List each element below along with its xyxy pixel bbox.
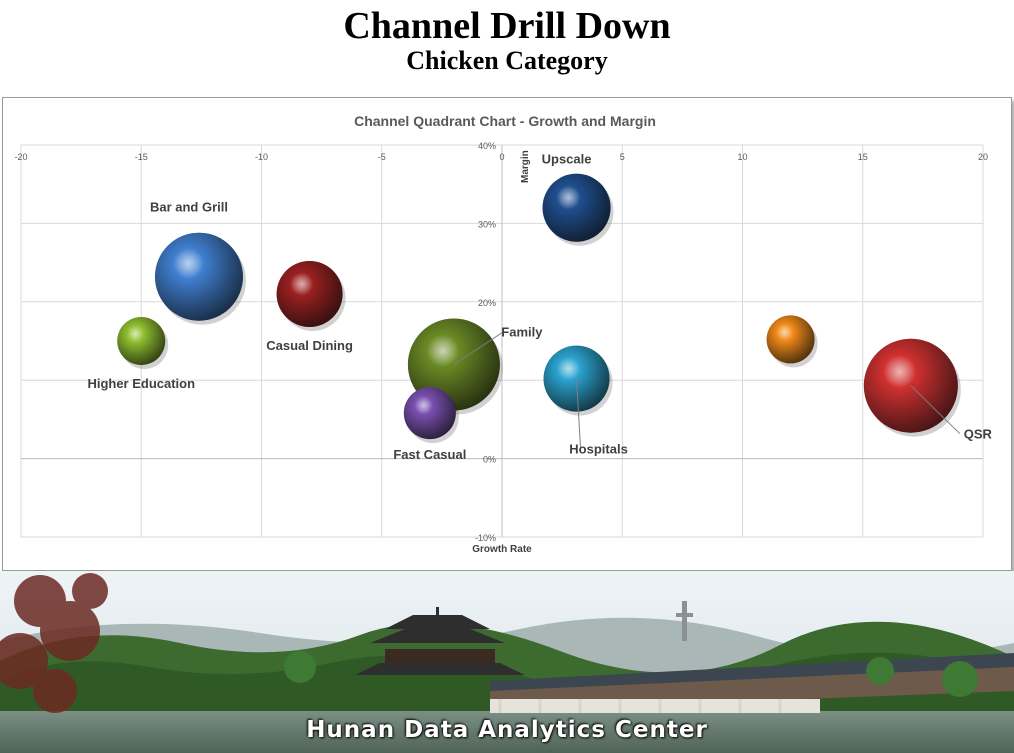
bubble-labels: Bar and Grill Casual Dining Higher Educati… <box>87 152 992 462</box>
x-axis-ticks: -20 -15 -10 -5 0 5 10 15 20 <box>14 152 988 162</box>
bubble-label: QSR <box>964 427 993 442</box>
x-tick-label: -10 <box>255 152 268 162</box>
y-tick-label: -10% <box>475 533 496 543</box>
x-tick-label: 15 <box>858 152 868 162</box>
x-tick-label: 0 <box>499 152 504 162</box>
bubble-fast-casual[interactable] <box>403 387 456 440</box>
chart-grid <box>20 144 984 538</box>
bubble-bar-and-grill[interactable] <box>154 232 243 321</box>
y-tick-label: 20% <box>478 298 496 308</box>
y-tick-label: 40% <box>478 141 496 151</box>
y-tick-label: 0% <box>483 455 496 465</box>
x-tick-label: 20 <box>978 152 988 162</box>
bubble-label: Casual Dining <box>266 338 353 353</box>
banner-photo: Hunan Data Analytics Center <box>0 571 1014 753</box>
leader-line <box>910 385 961 435</box>
bubble-label: Higher Education <box>87 376 195 391</box>
x-tick-label: 10 <box>737 152 747 162</box>
slide-subtitle: Chicken Category <box>406 46 608 75</box>
y-tick-label: 30% <box>478 219 496 229</box>
x-tick-label: -5 <box>378 152 386 162</box>
slide-title: Channel Drill Down <box>343 5 671 47</box>
bubble-chart: Channel Quadrant Chart - Growth and Marg… <box>14 113 992 555</box>
bubble-upscale[interactable] <box>542 173 611 242</box>
leader-line <box>576 378 582 449</box>
bubble-label: Upscale <box>542 152 592 167</box>
x-tick-label: -20 <box>14 152 27 162</box>
y-axis-label: Margin <box>520 150 531 183</box>
x-axis-label: Growth Rate <box>472 544 532 555</box>
bubble-unlabeled[interactable] <box>766 315 815 364</box>
bubble-higher-education[interactable] <box>117 317 166 365</box>
banner-caption: Hunan Data Analytics Center <box>306 717 708 743</box>
bubble-label: Family <box>501 325 543 340</box>
bubble-label: Bar and Grill <box>150 200 228 215</box>
leader-line <box>453 331 505 365</box>
x-tick-label: -15 <box>135 152 148 162</box>
chart-frame: Channel Quadrant Chart - Growth and Marg… <box>2 97 1012 571</box>
bubble-series <box>117 173 961 444</box>
banner-scene <box>0 571 1014 753</box>
x-tick-label: 5 <box>620 152 625 162</box>
bubble-label: Hospitals <box>569 442 628 457</box>
chart-title: Channel Quadrant Chart - Growth and Marg… <box>354 113 656 129</box>
bubble-casual-dining[interactable] <box>276 260 343 327</box>
bubble-label: Fast Casual <box>393 447 466 462</box>
